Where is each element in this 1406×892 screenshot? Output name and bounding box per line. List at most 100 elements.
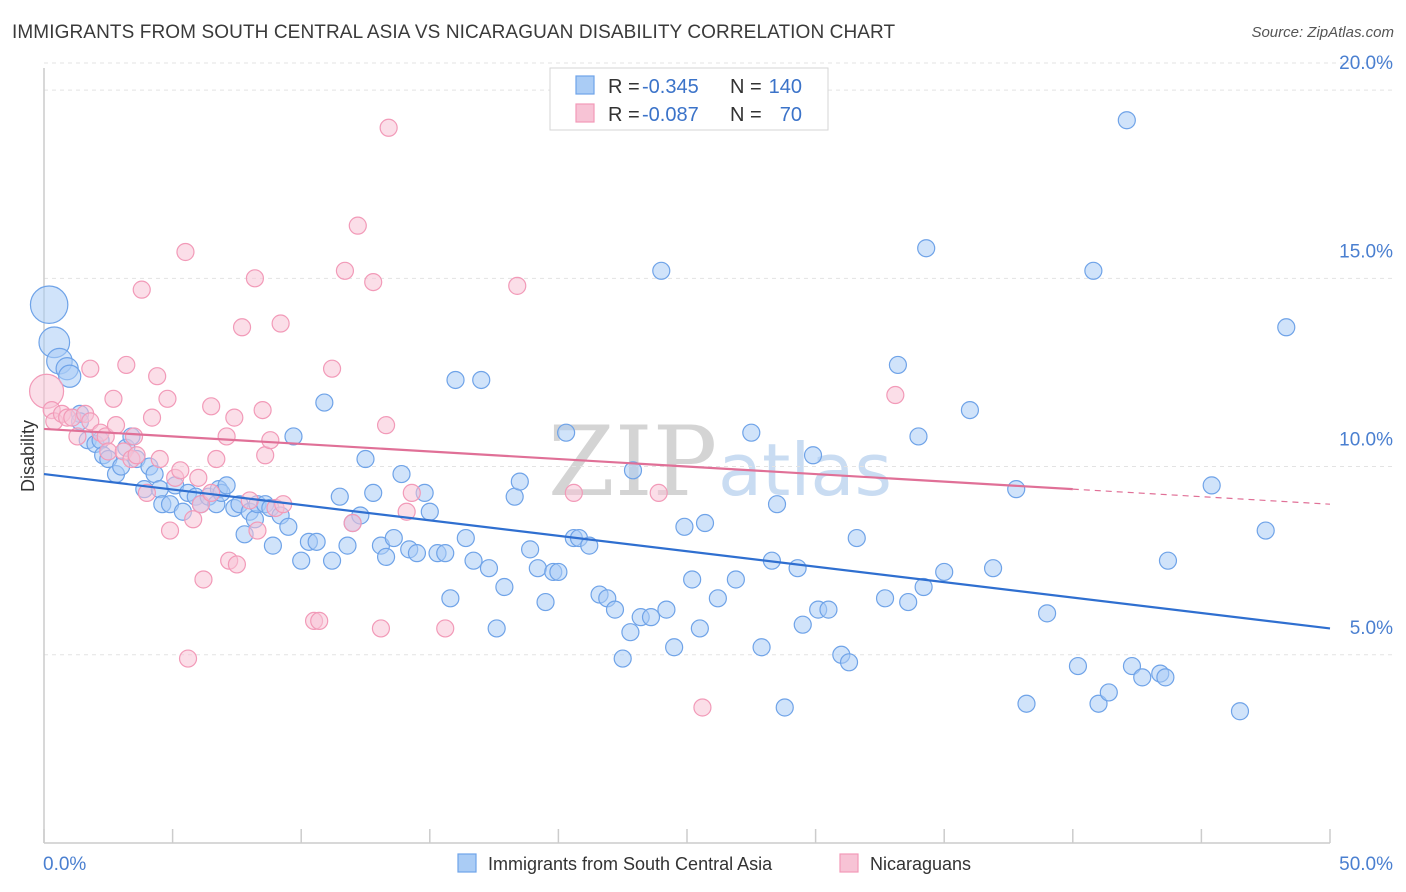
point-south-central-asia — [510, 472, 529, 491]
point-nicaraguans — [397, 502, 416, 521]
point-south-central-asia — [1007, 480, 1026, 499]
point-nicaraguans — [402, 483, 421, 503]
point-south-central-asia — [472, 370, 491, 390]
point-south-central-asia — [1122, 656, 1142, 676]
point-south-central-asia — [657, 600, 676, 619]
point-south-central-asia — [935, 562, 954, 582]
point-south-central-asia — [665, 638, 684, 657]
point-south-central-asia — [292, 551, 311, 570]
legend-swatch-nicaraguans — [575, 103, 595, 123]
point-nicaraguans — [322, 359, 342, 378]
point-nicaraguans — [248, 521, 267, 540]
legend-r-label-0: R = — [608, 76, 640, 98]
point-south-central-asia — [1277, 318, 1296, 337]
point-south-central-asia — [456, 528, 475, 548]
point-south-central-asia — [652, 261, 671, 280]
point-south-central-asia — [899, 592, 918, 612]
point-south-central-asia — [1084, 261, 1103, 280]
bottom-legend-swatch-south-central-asia — [457, 853, 477, 873]
point-nicaraguans — [225, 408, 244, 427]
point-south-central-asia — [441, 589, 460, 608]
point-south-central-asia — [384, 528, 403, 548]
point-nicaraguans — [137, 483, 156, 503]
point-nicaraguans — [150, 449, 169, 469]
legend-top: R = -0.345 N = 140 R = -0.087 N = 70 — [549, 67, 829, 131]
point-south-central-asia — [1133, 668, 1152, 687]
trendline-nicaraguans — [43, 427, 1073, 491]
point-south-central-asia — [58, 364, 82, 388]
point-south-central-asia — [420, 502, 439, 521]
point-south-central-asia — [338, 536, 357, 555]
point-south-central-asia — [580, 536, 599, 555]
point-nicaraguans — [132, 280, 151, 299]
point-south-central-asia — [1099, 683, 1118, 702]
point-nicaraguans — [371, 619, 391, 638]
point-south-central-asia — [330, 487, 349, 506]
point-south-central-asia — [436, 544, 455, 563]
point-south-central-asia — [145, 464, 164, 484]
legend-bottom: Immigrants from South Central Asia Nicar… — [457, 853, 971, 874]
x-tick-label-min: 0.0% — [43, 854, 86, 875]
point-south-central-asia — [536, 592, 555, 612]
point-south-central-asia — [549, 562, 568, 582]
bottom-legend-swatch-nicaraguans — [839, 853, 859, 873]
point-nicaraguans — [106, 416, 126, 435]
y-tick-labels: 5.0% 10.0% 15.0% 20.0% — [1339, 53, 1393, 639]
y-axis-title: Disability — [18, 420, 38, 492]
point-south-central-asia — [307, 532, 326, 551]
legend-n-label-1: N = — [730, 104, 762, 126]
point-nicaraguans — [436, 619, 455, 638]
point-south-central-asia — [495, 577, 514, 597]
point-nicaraguans — [176, 242, 195, 262]
point-south-central-asia — [29, 285, 69, 324]
point-south-central-asia — [1068, 656, 1088, 676]
point-south-central-asia — [847, 528, 866, 548]
point-nicaraguans — [253, 400, 272, 420]
legend-r-value-1: -0.087 — [642, 104, 699, 126]
point-south-central-asia — [708, 589, 727, 608]
point-south-central-asia — [1117, 111, 1136, 130]
point-nicaraguans — [117, 355, 136, 375]
y-tick-label: 15.0% — [1339, 241, 1393, 262]
x-axis-ticks — [43, 829, 1331, 843]
point-south-central-asia — [819, 600, 838, 619]
point-south-central-asia — [1256, 521, 1275, 540]
point-nicaraguans — [348, 216, 367, 235]
y-tick-label: 10.0% — [1339, 430, 1393, 451]
point-south-central-asia — [623, 461, 643, 480]
legend-swatch-south-central-asia — [575, 75, 595, 95]
point-south-central-asia — [752, 638, 771, 657]
point-nicaraguans — [564, 483, 583, 503]
point-south-central-asia — [775, 698, 794, 717]
point-nicaraguans — [104, 389, 123, 408]
point-south-central-asia — [888, 355, 908, 375]
point-nicaraguans — [508, 276, 527, 295]
trendline-nicaraguans-extension — [1072, 488, 1331, 505]
point-nicaraguans — [202, 397, 221, 416]
point-south-central-asia — [605, 600, 625, 619]
point-south-central-asia — [279, 517, 298, 536]
chart-title: IMMIGRANTS FROM SOUTH CENTRAL ASIA VS NI… — [12, 22, 896, 43]
point-south-central-asia — [1202, 476, 1221, 495]
point-south-central-asia — [793, 615, 812, 634]
point-nicaraguans — [158, 389, 177, 408]
point-south-central-asia — [1230, 702, 1250, 721]
point-nicaraguans — [335, 261, 355, 280]
point-south-central-asia — [726, 570, 745, 589]
legend-n-label-0: N = — [730, 76, 762, 98]
point-south-central-asia — [983, 559, 1003, 578]
x-tick-label-max: 50.0% — [1339, 854, 1393, 875]
point-south-central-asia — [263, 536, 283, 555]
point-nicaraguans — [191, 495, 210, 514]
point-south-central-asia — [322, 551, 342, 570]
point-south-central-asia — [788, 559, 807, 578]
point-nicaraguans — [649, 483, 668, 503]
trendline-south-central-asia — [43, 472, 1331, 630]
point-south-central-asia — [1017, 694, 1036, 713]
point-south-central-asia — [683, 570, 702, 589]
point-nicaraguans — [127, 446, 146, 465]
point-south-central-asia — [217, 476, 236, 495]
point-nicaraguans — [256, 446, 275, 465]
point-south-central-asia — [690, 619, 709, 638]
